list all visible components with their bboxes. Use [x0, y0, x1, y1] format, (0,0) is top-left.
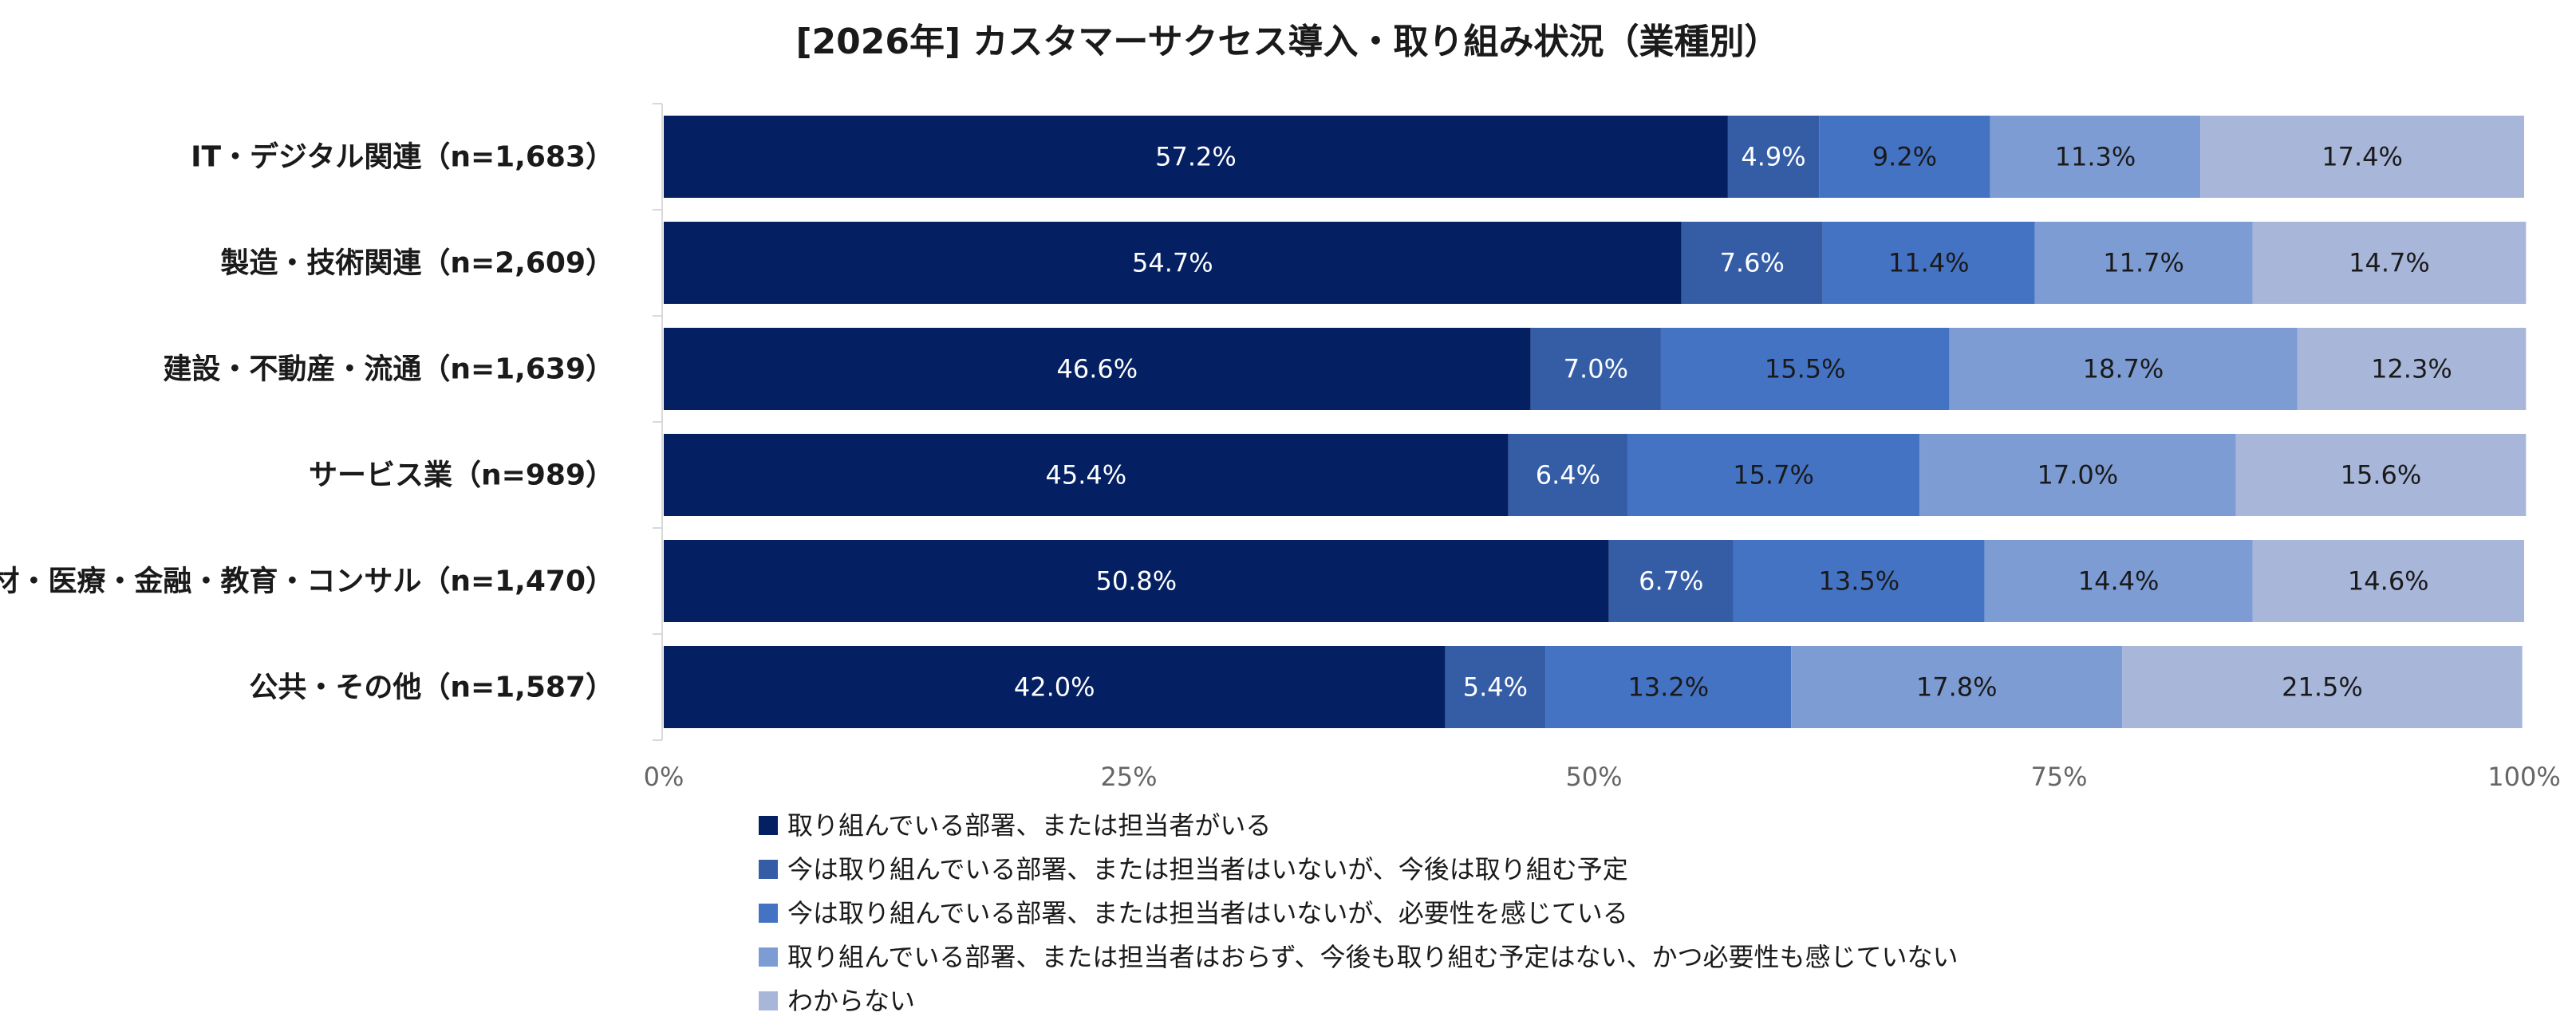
bar-segment: [664, 328, 1531, 410]
bar-segment: [2034, 222, 2253, 304]
data-label: 42.0%: [1014, 672, 1095, 703]
bar-segment: [1627, 434, 1920, 516]
bar-segment: [1791, 646, 2123, 728]
bar-segment: [1608, 540, 1734, 622]
data-label: 57.2%: [1155, 142, 1237, 172]
x-tick-label: 50%: [1565, 762, 1622, 792]
legend: 取り組んでいる部署、または担当者がいる今は取り組んでいる部署、または担当者はいな…: [759, 810, 1959, 1016]
data-label: 15.5%: [1765, 354, 1846, 384]
legend-label: 取り組んでいる部署、または担当者はおらず、今後も取り組む予定はない、かつ必要性も…: [787, 942, 1959, 972]
legend-label: 今は取り組んでいる部署、または担当者はいないが、今後は取り組む予定: [787, 854, 1628, 884]
category-label: 建設・不動産・流通（n=1,639）: [163, 353, 614, 386]
bar-segment: [1949, 328, 2298, 410]
legend-label: わからない: [787, 986, 915, 1016]
data-label: 17.0%: [2037, 460, 2118, 490]
data-label: 13.5%: [1818, 566, 1899, 597]
bar-segment: [1445, 646, 1546, 728]
category-label: IT・デジタル関連（n=1,683）: [191, 140, 614, 174]
bar-segment: [664, 222, 1682, 304]
data-label: 15.6%: [2341, 460, 2422, 490]
category-label: サービス業（n=989）: [309, 459, 614, 492]
bar-segment: [1919, 434, 2236, 516]
category-label: 製造・技術関連（n=2,609）: [220, 247, 614, 280]
data-label: 9.2%: [1872, 142, 1937, 172]
legend-swatch: [759, 947, 778, 967]
bar-segment: [1545, 646, 1792, 728]
x-tick-label: 100%: [2487, 762, 2560, 792]
data-label: 13.2%: [1627, 672, 1709, 703]
bar-segment: [1508, 434, 1627, 516]
data-label: 6.7%: [1639, 566, 1703, 597]
legend-label: 取り組んでいる部署、または担当者がいる: [787, 810, 1271, 841]
data-label: 15.7%: [1733, 460, 1814, 490]
bar-segment: [1727, 116, 1820, 198]
data-label: 4.9%: [1741, 142, 1805, 172]
bar-segment: [664, 646, 1446, 728]
legend-swatch: [759, 860, 778, 879]
data-label: 5.4%: [1463, 672, 1528, 703]
bar-segment: [1990, 116, 2201, 198]
category-label: 人材・医療・金融・教育・コンサル（n=1,470）: [0, 565, 614, 598]
bar-segment: [664, 540, 1609, 622]
data-label: 46.6%: [1057, 354, 1138, 384]
x-tick-label: 75%: [2030, 762, 2087, 792]
data-label: 6.4%: [1536, 460, 1600, 490]
bar-segment: [1733, 540, 1985, 622]
bar-segment: [1530, 328, 1661, 410]
bar-segment: [1822, 222, 2035, 304]
data-label: 7.0%: [1564, 354, 1628, 384]
category-labels: IT・デジタル関連（n=1,683） 製造・技術関連（n=2,609） 建設・不動産…: [0, 140, 614, 704]
data-label: 45.4%: [1046, 460, 1127, 490]
x-tick-label: 0%: [644, 762, 684, 792]
bar-segment: [2122, 646, 2523, 728]
data-label: 11.7%: [2103, 248, 2184, 278]
bar-segment: [2252, 222, 2527, 304]
bar-segment: [1819, 116, 1990, 198]
x-tick-label: 25%: [1100, 762, 1157, 792]
data-label: 11.3%: [2055, 142, 2136, 172]
data-label: 21.5%: [2282, 672, 2363, 703]
bar-segment: [2297, 328, 2527, 410]
axis-layer: [653, 103, 663, 741]
legend-swatch: [759, 991, 778, 1010]
legend-swatch: [759, 816, 778, 835]
bar-segment: [1681, 222, 1823, 304]
data-label: 17.8%: [1916, 672, 1998, 703]
bar-segment: [1660, 328, 1950, 410]
data-label: 11.4%: [1888, 248, 1970, 278]
chart-title: [2026年] カスタマーサクセス導入・取り組み状況（業種別）: [795, 22, 1779, 62]
category-label: 公共・その他（n=1,587）: [249, 672, 614, 704]
legend-label: 今は取り組んでいる部署、または担当者はいないが、必要性を感じている: [787, 898, 1628, 928]
bar-segment: [664, 434, 1509, 516]
data-label: 50.8%: [1095, 566, 1177, 597]
data-label: 54.7%: [1132, 248, 1213, 278]
data-label: 18.7%: [2083, 354, 2164, 384]
x-axis-ticks: 0% 25% 50% 75% 100%: [644, 762, 2561, 792]
data-label: 14.7%: [2349, 248, 2430, 278]
bar-segment: [2200, 116, 2524, 198]
bar-segment: [2235, 434, 2527, 516]
bar-segment: [2252, 540, 2524, 622]
bar-segment: [1984, 540, 2253, 622]
data-label: 7.6%: [1720, 248, 1785, 278]
legend-swatch: [759, 904, 778, 923]
data-label: 17.4%: [2322, 142, 2403, 172]
data-label: 14.6%: [2348, 566, 2429, 597]
bar-segment: [664, 116, 1728, 198]
bars-layer: 57.2% 4.9% 9.2% 11.3% 17.4% 54.7% 7.6% 11.4% 11.…: [664, 116, 2527, 728]
data-label: 12.3%: [2371, 354, 2452, 384]
data-label: 14.4%: [2078, 566, 2160, 597]
